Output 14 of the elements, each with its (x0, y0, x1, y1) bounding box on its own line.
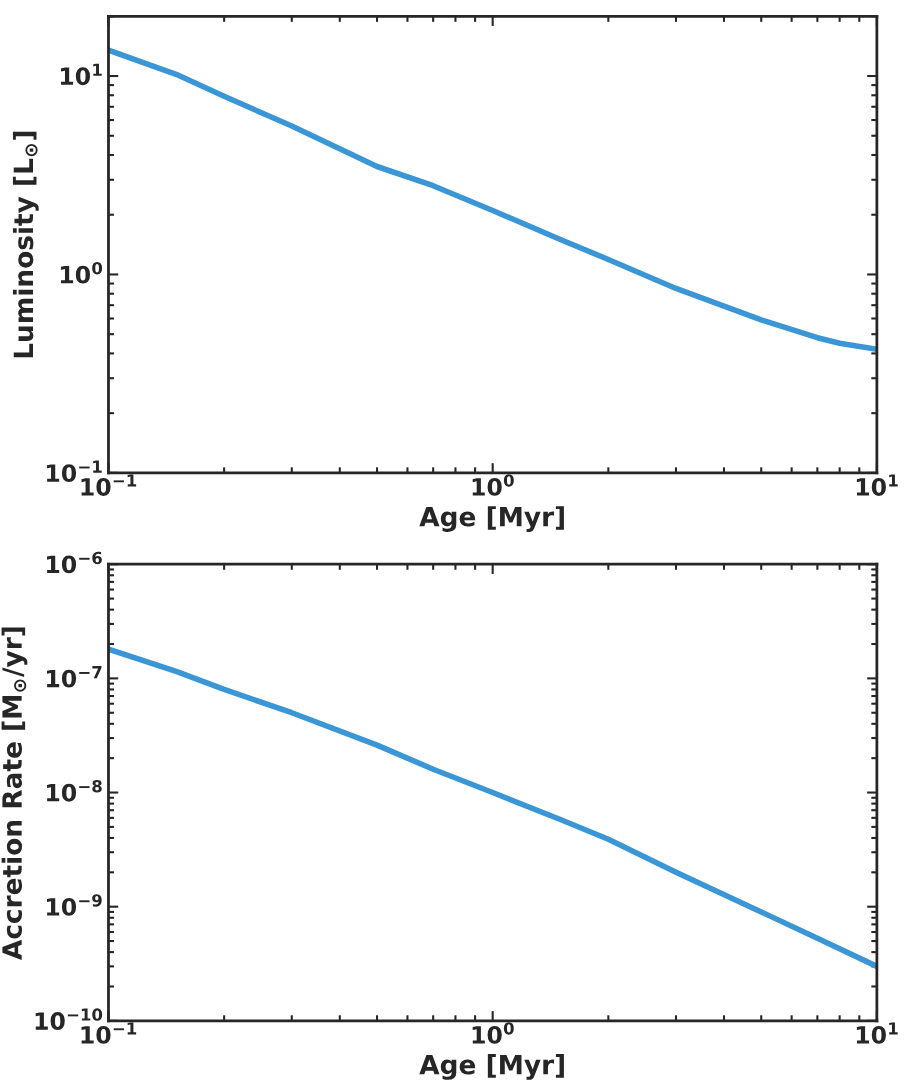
x-axis-title: Age [Myr] (419, 1054, 564, 1080)
y-tick-label: 10$^{−9}$ (47, 894, 102, 916)
x-axis-title: Age [Myr] (419, 506, 564, 532)
x-tick-label: 10$^{0}$ (472, 474, 514, 496)
x-tick-label: 10$^{1}$ (856, 1022, 898, 1044)
y-axis-title: Luminosity [L$_{⊙}$] (12, 131, 39, 358)
x-tick-label: 10$^{0}$ (472, 1022, 514, 1044)
x-tick-label: 10$^{1}$ (856, 474, 898, 496)
y-tick-label: 10$^{1}$ (60, 63, 102, 86)
y-tick-label: 10$^{−8}$ (47, 780, 102, 802)
y-tick-label: 10$^{0}$ (60, 261, 103, 284)
y-axis-title: Accretion Rate [M$_{⊙}$/yr] (1, 627, 28, 960)
y-tick-label: 10$^{−7}$ (47, 666, 102, 688)
y-tick-label: 10$^{−6}$ (47, 551, 102, 574)
